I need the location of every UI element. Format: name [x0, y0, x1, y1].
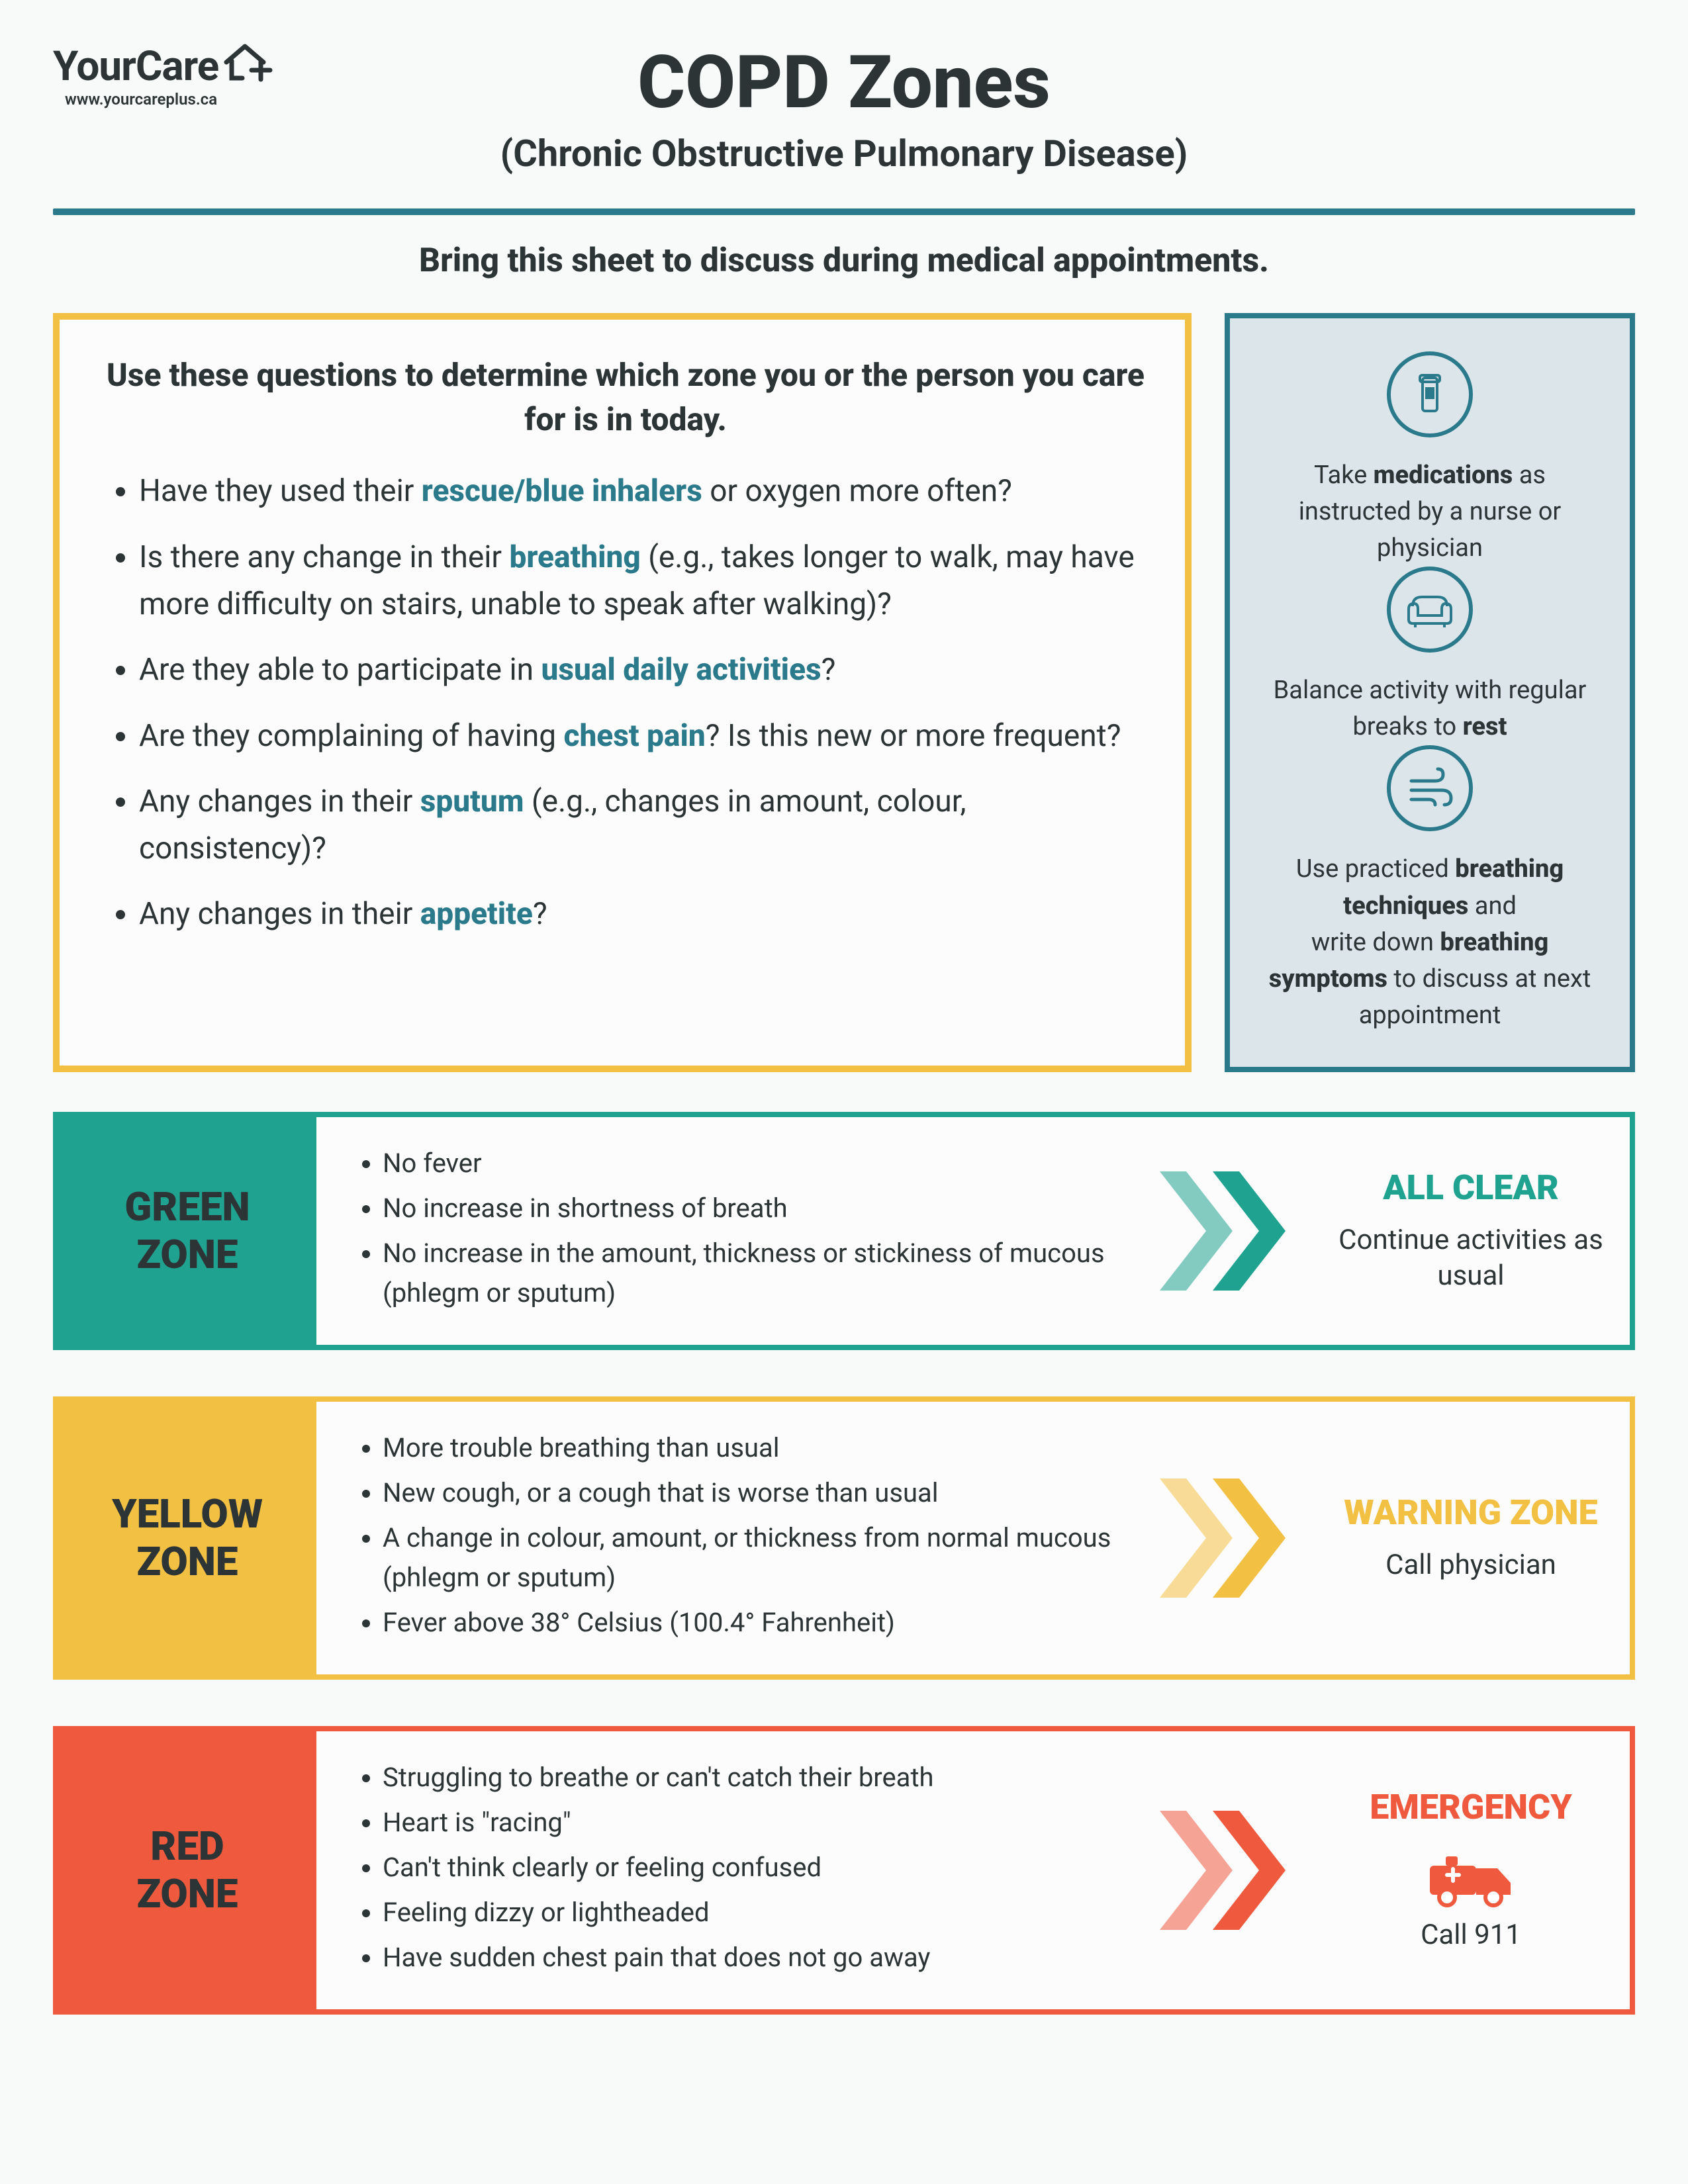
symptom-item: Heart is "racing" — [383, 1803, 934, 1843]
question-item: Is there any change in their breathing (… — [139, 534, 1145, 629]
title-block: COPD Zones (Chronic Obstructive Pulmonar… — [331, 40, 1357, 175]
tip-text: Take medications as instructed by a nurs… — [1256, 457, 1603, 567]
action-subtitle: Call physician — [1385, 1547, 1556, 1584]
symptom-item: Have sudden chest pain that does not go … — [383, 1938, 934, 1978]
tip-text: Use practiced breathing techniques andwr… — [1256, 851, 1603, 1033]
divider — [53, 208, 1635, 215]
pill-icon — [1387, 351, 1473, 437]
zone-symptoms: No fever No increase in shortness of brea… — [316, 1117, 1153, 1345]
question-item: Are they complaining of having chest pai… — [139, 713, 1145, 760]
zone-label: GREENZONE — [58, 1117, 316, 1345]
brand-url: www.yourcareplus.ca — [65, 90, 331, 109]
zone-card: YELLOWZONEMore trouble breathing than us… — [53, 1396, 1635, 1680]
action-title: ALL CLEAR — [1383, 1167, 1558, 1208]
symptom-item: Fever above 38° Celsius (100.4° Fahrenhe… — [383, 1603, 1133, 1643]
symptom-item: A change in colour, amount, or thickness… — [383, 1518, 1133, 1598]
chevron-icon — [1153, 1731, 1312, 2009]
chevron-icon — [1153, 1117, 1312, 1345]
action-subtitle: Continue activities as usual — [1325, 1222, 1617, 1295]
brand-name: YourCare — [53, 42, 218, 91]
zone-card: REDZONE Struggling to breathe or can't ca… — [53, 1726, 1635, 2015]
zones-container: GREENZONE No fever No increase in shortnes… — [53, 1112, 1635, 2015]
questions-list: Have they used their rescue/blue inhaler… — [106, 468, 1145, 938]
tip-item: Use practiced breathing techniques andwr… — [1256, 745, 1603, 1033]
questions-heading: Use these questions to determine which z… — [106, 353, 1145, 441]
symptom-item: Feeling dizzy or lightheaded — [383, 1893, 934, 1933]
symptom-item: Struggling to breathe or can't catch the… — [383, 1758, 934, 1797]
ambulance-icon — [1425, 1848, 1517, 1911]
zone-label: REDZONE — [58, 1731, 316, 2009]
zone-label: YELLOWZONE — [58, 1402, 316, 1674]
symptom-item: New cough, or a cough that is worse than… — [383, 1473, 1133, 1513]
couch-icon — [1387, 567, 1473, 653]
symptom-item: No increase in shortness of breath — [383, 1189, 1133, 1228]
action-title: WARNING ZONE — [1344, 1492, 1597, 1533]
question-item: Are they able to participate in usual da… — [139, 647, 1145, 694]
page-subtitle: (Chronic Obstructive Pulmonary Disease) — [331, 132, 1357, 175]
symptom-item: More trouble breathing than usual — [383, 1428, 1133, 1468]
symptom-item: No fever — [383, 1144, 1133, 1183]
zone-symptoms: Struggling to breathe or can't catch the… — [316, 1731, 1153, 2009]
symptom-item: No increase in the amount, thickness or … — [383, 1234, 1133, 1313]
top-panels: Use these questions to determine which z… — [53, 313, 1635, 1072]
tip-item: Balance activity with regular breaks to … — [1256, 567, 1603, 745]
logo: YourCare www.yourcareplus.ca — [53, 40, 331, 109]
question-item: Have they used their rescue/blue inhaler… — [139, 468, 1145, 515]
zone-action: ALL CLEAR Continue activities as usual — [1312, 1117, 1630, 1345]
zone-symptoms: More trouble breathing than usual New cou… — [316, 1402, 1153, 1674]
symptom-item: Can't think clearly or feeling confused — [383, 1848, 934, 1888]
action-subtitle: Call 911 — [1421, 1917, 1521, 1954]
zone-card: GREENZONE No fever No increase in shortnes… — [53, 1112, 1635, 1350]
zone-action: EMERGENCY Call 911 — [1312, 1731, 1630, 2009]
chevron-icon — [1153, 1402, 1312, 1674]
tip-text: Balance activity with regular breaks to … — [1256, 672, 1603, 745]
instruction-text: Bring this sheet to discuss during medic… — [53, 242, 1635, 280]
action-title: EMERGENCY — [1370, 1787, 1572, 1828]
tips-box: Take medications as instructed by a nurs… — [1225, 313, 1635, 1072]
header: YourCare www.yourcareplus.ca COPD Zones … — [53, 40, 1635, 175]
question-item: Any changes in their appetite? — [139, 891, 1145, 938]
house-plus-icon — [222, 40, 274, 93]
question-item: Any changes in their sputum (e.g., chang… — [139, 778, 1145, 873]
page-title: COPD Zones — [331, 40, 1357, 125]
zone-action: WARNING ZONE Call physician — [1312, 1402, 1630, 1674]
questions-box: Use these questions to determine which z… — [53, 313, 1192, 1072]
tip-item: Take medications as instructed by a nurs… — [1256, 351, 1603, 567]
wind-icon — [1387, 745, 1473, 831]
